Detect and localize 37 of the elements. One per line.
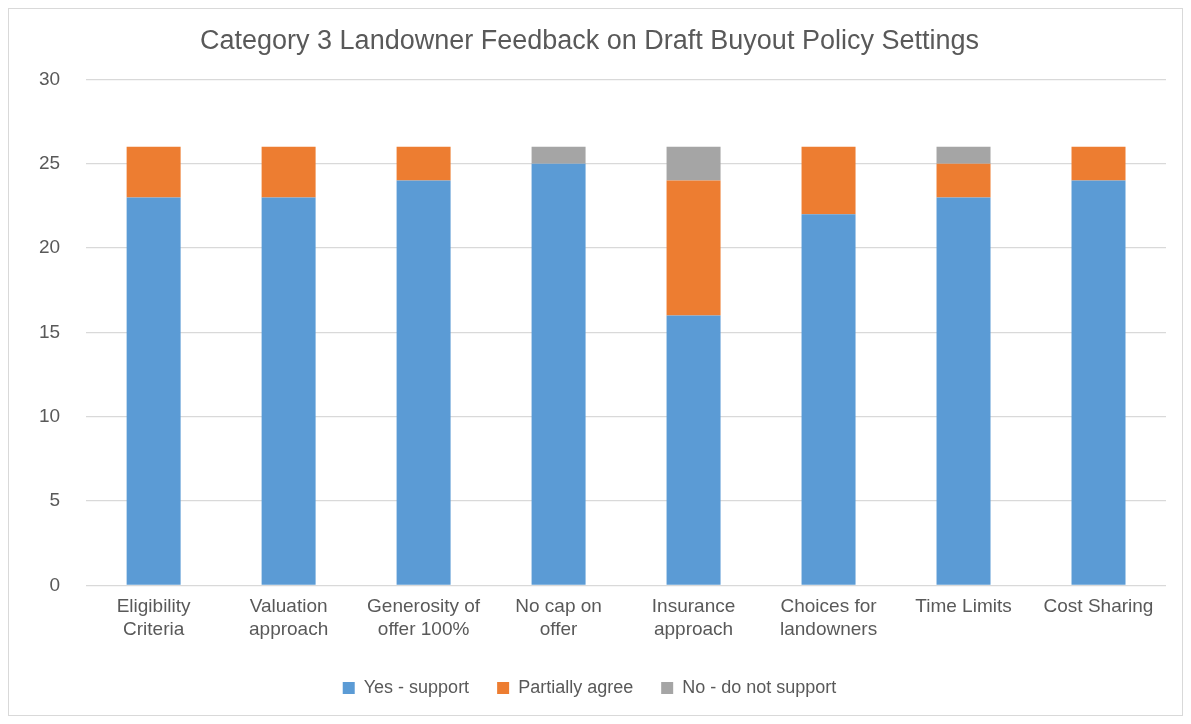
bar [666,146,721,181]
x-tick-label: Generosity of offer 100% [367,595,481,639]
bar [1071,146,1126,181]
x-tick-label: Valuation approach [248,595,329,639]
bar [126,197,181,585]
bar [936,146,991,164]
bar [666,180,721,316]
bar [531,163,586,585]
y-tick-label: 20 [38,236,61,258]
y-tick-label: 5 [49,489,61,511]
y-tick-label: 25 [38,151,61,173]
bar [531,146,586,164]
bar [396,180,451,585]
bar [801,214,856,585]
x-tick-label: No cap on offer [515,595,602,639]
y-tick-label: 10 [38,404,61,426]
y-tick-label: 15 [38,320,61,342]
bar [801,146,856,215]
y-tick-label: 0 [49,573,61,595]
legend-label: Yes - support [363,676,470,697]
bar [936,197,991,585]
bar [936,163,991,198]
bar [666,315,721,585]
x-tick-label: Time Limits [915,595,1012,617]
x-tick-label: Insurance approach [651,595,736,639]
bar [1071,180,1126,585]
bar [396,146,451,181]
bar [261,197,316,585]
bar [261,146,316,198]
y-tick-label: 30 [38,67,61,89]
legend-label: Partially agree [518,676,634,697]
chart-title: Category 3 Landowner Feedback on Draft Buyout Policy Settings [200,24,979,55]
legend-label: No - do not support [682,676,837,697]
bar [126,146,181,198]
x-tick-label: Cost Sharing [1043,595,1154,617]
x-tick-label: Choices for landowners [779,595,878,639]
x-tick-label: Eligibility Criteria [116,595,192,639]
